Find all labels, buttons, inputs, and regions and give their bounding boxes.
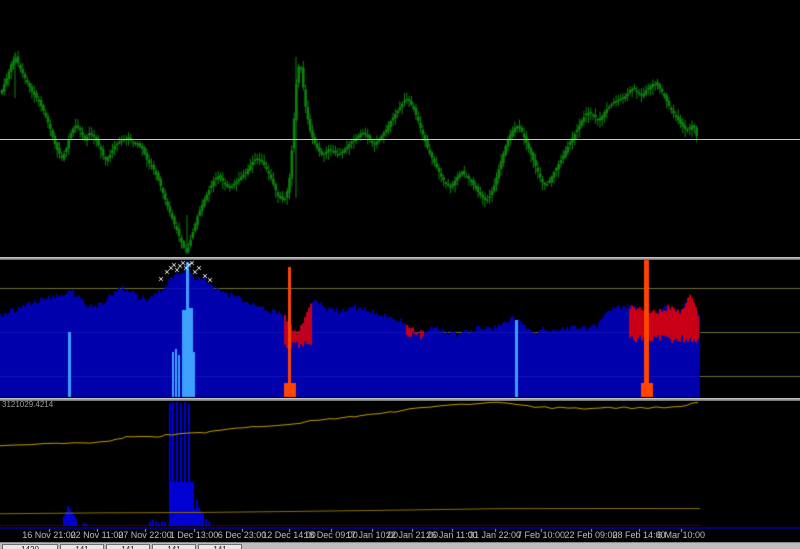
- time-axis-label: 27 Nov 22:00: [118, 530, 172, 540]
- time-axis-label: 6 Dec 23:00: [217, 530, 267, 540]
- toolbar-cell[interactable]: 141: [106, 544, 150, 549]
- time-axis-label: 31 Jan 22:00: [468, 530, 522, 540]
- indicator-value-label: 3121029.4214: [2, 400, 54, 409]
- time-axis-label: 26 Jan 11:00: [426, 530, 478, 540]
- time-axis-label: 7 Feb 10:00: [516, 530, 566, 540]
- pane-separator-2[interactable]: [0, 398, 800, 401]
- time-axis-label: 28 Feb 14:00: [612, 530, 666, 540]
- time-axis-label: 17 Jan 10:00: [345, 530, 399, 540]
- time-axis-label: 22 Nov 11:00: [70, 530, 124, 540]
- time-axis-label: 6 Mar 10:00: [656, 530, 706, 540]
- pane-separator-1[interactable]: [0, 257, 800, 260]
- toolbar-cell[interactable]: 141: [198, 544, 242, 549]
- toolbar-cell[interactable]: 141: [152, 544, 196, 549]
- time-axis-label: 22 Feb 09:00: [564, 530, 618, 540]
- time-axis-label: 22 Jan 21:00: [385, 530, 439, 540]
- time-axis-label: 16 Nov 21:00: [22, 530, 76, 540]
- bottom-toolbar: 1420141141141141: [0, 542, 800, 549]
- toolbar-cell[interactable]: 1420: [2, 544, 58, 549]
- time-axis[interactable]: 16 Nov 21:00 22 Nov 11:00 27 Nov 22:00 1 De…: [0, 529, 800, 542]
- toolbar-cell[interactable]: 141: [60, 544, 104, 549]
- current-price-line: [0, 139, 800, 140]
- time-axis-label: 12 Dec 14:00: [262, 530, 316, 540]
- time-axis-label: 1 Dec 13:00: [169, 530, 219, 540]
- time-axis-label: 18 Dec 09:00: [304, 530, 358, 540]
